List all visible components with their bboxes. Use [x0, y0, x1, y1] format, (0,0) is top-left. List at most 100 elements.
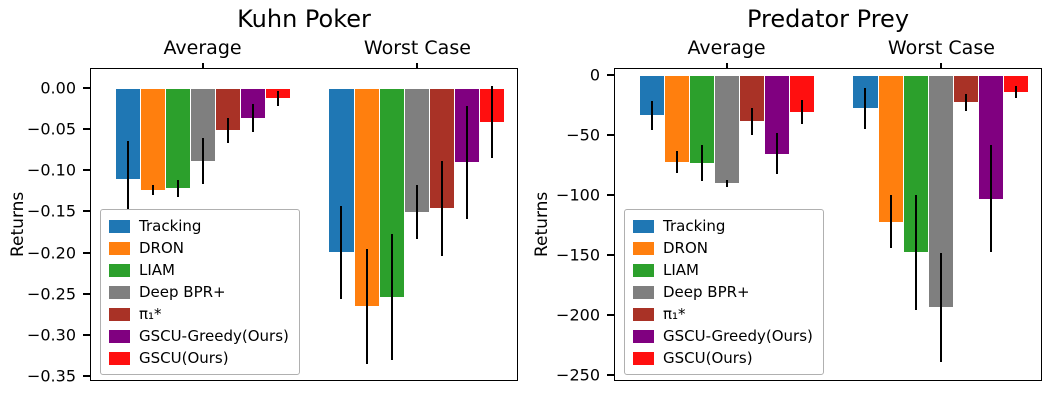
- y-tick-mark: [607, 314, 614, 317]
- x-tick-mark: [726, 63, 729, 69]
- legend-label: π₁*: [139, 305, 162, 323]
- y-tick-mark: [83, 86, 90, 89]
- legend-color-swatch: [109, 263, 130, 277]
- legend-label: LIAM: [139, 261, 175, 279]
- error-bar-average-series-4: [227, 118, 230, 143]
- error-bar-average-deep-bpr+: [726, 179, 729, 187]
- legend-item-gscu-greedy-ours: GSCU-Greedy(Ours): [109, 327, 289, 345]
- legend-label: Tracking: [663, 217, 726, 235]
- plot-area: Tracking DRON LIAM Deep BPR+ π₁* GSCU-Greedy(…: [90, 63, 518, 381]
- y-tick-mark: [607, 134, 614, 137]
- error-bar-average-series-4: [751, 108, 754, 135]
- legend-item-deep-bpr+: Deep BPR+: [109, 283, 289, 301]
- error-bar-worst-case-tracking: [864, 88, 867, 129]
- y-axis-ticks: 0.00 −0.05 −0.10 −0.15 −0.20 −0.25 −0.30 −0.35: [0, 68, 90, 386]
- error-bar-average-tracking: [126, 141, 129, 217]
- legend-item-gscu-ours: GSCU(Ours): [633, 349, 813, 367]
- legend-color-swatch: [109, 219, 130, 233]
- legend-color-swatch: [633, 241, 654, 255]
- legend-label: DRON: [663, 239, 708, 257]
- legend-label: GSCU-Greedy(Ours): [663, 327, 813, 345]
- y-tick-label: −150: [556, 245, 600, 265]
- error-bar-worst-case-dron: [365, 249, 368, 364]
- bar-average-deep-bpr+: [714, 76, 740, 184]
- y-axis-ticks: 0 −50 −100 −150 −200 −250: [524, 65, 614, 385]
- y-tick-mark: [607, 254, 614, 257]
- error-bar-worst-case-gscu-greedy-ours: [466, 105, 469, 219]
- error-bar-average-gscu-ours: [801, 99, 804, 124]
- error-bar-worst-case-tracking: [340, 205, 343, 299]
- subplot-predator-prey: Predator Prey Returns Average Worst Case …: [524, 0, 1048, 403]
- group-label-average: Average: [163, 37, 242, 59]
- legend-color-swatch: [109, 351, 130, 365]
- y-tick-mark: [83, 292, 90, 295]
- error-bar-worst-case-deep-bpr+: [415, 185, 418, 240]
- bar-average-liam: [165, 88, 190, 189]
- legend-item-deep-bpr+: Deep BPR+: [633, 283, 813, 301]
- y-tick-label: −0.30: [26, 325, 76, 345]
- bar-average-dron: [140, 88, 165, 191]
- error-bar-worst-case-gscu-ours: [491, 86, 494, 159]
- error-bar-average-gscu-ours: [277, 91, 280, 106]
- legend-color-swatch: [633, 263, 654, 277]
- group-labels: Average Worst Case: [90, 37, 518, 63]
- y-tick-label: −0.15: [26, 201, 76, 221]
- y-tick-mark: [83, 127, 90, 130]
- y-tick-label: −250: [556, 365, 600, 385]
- y-tick-label: 0.00: [40, 78, 76, 98]
- y-tick-mark: [83, 169, 90, 172]
- legend-color-swatch: [633, 219, 654, 233]
- legend-label: GSCU-Greedy(Ours): [139, 327, 289, 345]
- y-tick-label: −0.25: [26, 284, 76, 304]
- error-bar-worst-case-gscu-greedy-ours: [990, 145, 993, 253]
- legend-item-dron: DRON: [633, 239, 813, 257]
- error-bar-worst-case-series-4: [965, 94, 968, 111]
- subplot-kuhn-poker: Kuhn Poker Returns Average Worst Case 0.0…: [0, 5, 518, 386]
- y-tick-label: 0: [589, 65, 600, 85]
- legend: Tracking DRON LIAM Deep BPR+ π₁* GSCU-Greedy(…: [100, 209, 300, 375]
- y-tick-label: −50: [566, 125, 600, 145]
- y-tick-label: −100: [556, 185, 600, 205]
- legend: Tracking DRON LIAM Deep BPR+ π₁* GSCU-Greedy(…: [624, 209, 824, 375]
- y-tick-mark: [607, 74, 614, 77]
- chart-title: Kuhn Poker: [237, 5, 371, 33]
- error-bar-worst-case-dron: [889, 195, 892, 248]
- error-bar-average-gscu-greedy-ours: [776, 133, 779, 174]
- legend-label: DRON: [139, 239, 184, 257]
- legend-label: LIAM: [663, 261, 699, 279]
- legend-color-swatch: [633, 285, 654, 299]
- legend-color-swatch: [109, 241, 130, 255]
- group-label-worst-case: Worst Case: [887, 37, 995, 59]
- legend-item-tracking: Tracking: [109, 217, 289, 235]
- legend-label: Deep BPR+: [663, 283, 750, 301]
- legend-item-gscu-ours: GSCU(Ours): [109, 349, 289, 367]
- error-bar-worst-case-liam: [914, 195, 917, 310]
- error-bar-worst-case-liam: [390, 234, 393, 361]
- y-tick-label: −0.35: [26, 366, 76, 386]
- legend-label: GSCU(Ours): [139, 349, 229, 367]
- legend-color-swatch: [633, 351, 654, 365]
- error-bar-average-dron: [151, 185, 154, 196]
- y-tick-label: −0.10: [26, 160, 76, 180]
- plot-area: Tracking DRON LIAM Deep BPR+ π₁* GSCU-Greedy(…: [614, 63, 1042, 381]
- y-tick-mark: [83, 251, 90, 254]
- bar-worst-case-gscu-ours: [1004, 76, 1029, 92]
- error-bar-worst-case-gscu-ours: [1015, 85, 1018, 98]
- error-bar-worst-case-deep-bpr+: [939, 252, 942, 363]
- legend-item-gscu-greedy-ours: GSCU-Greedy(Ours): [633, 327, 813, 345]
- error-bar-worst-case-series-4: [441, 160, 444, 256]
- legend-item-liam: LIAM: [109, 261, 289, 279]
- legend-label: Deep BPR+: [139, 283, 226, 301]
- legend-color-swatch: [109, 329, 130, 343]
- legend-label: Tracking: [139, 217, 202, 235]
- legend-color-swatch: [633, 329, 654, 343]
- legend-item-dron: DRON: [109, 239, 289, 257]
- legend-color-swatch: [633, 307, 654, 321]
- y-tick-mark: [83, 375, 90, 378]
- y-tick-mark: [607, 374, 614, 376]
- legend-item-series-4: π₁*: [109, 305, 289, 323]
- x-tick-mark: [202, 63, 205, 69]
- y-tick-mark: [607, 194, 614, 197]
- error-bar-average-gscu-greedy-ours: [252, 104, 255, 132]
- y-tick-label: −0.20: [26, 243, 76, 262]
